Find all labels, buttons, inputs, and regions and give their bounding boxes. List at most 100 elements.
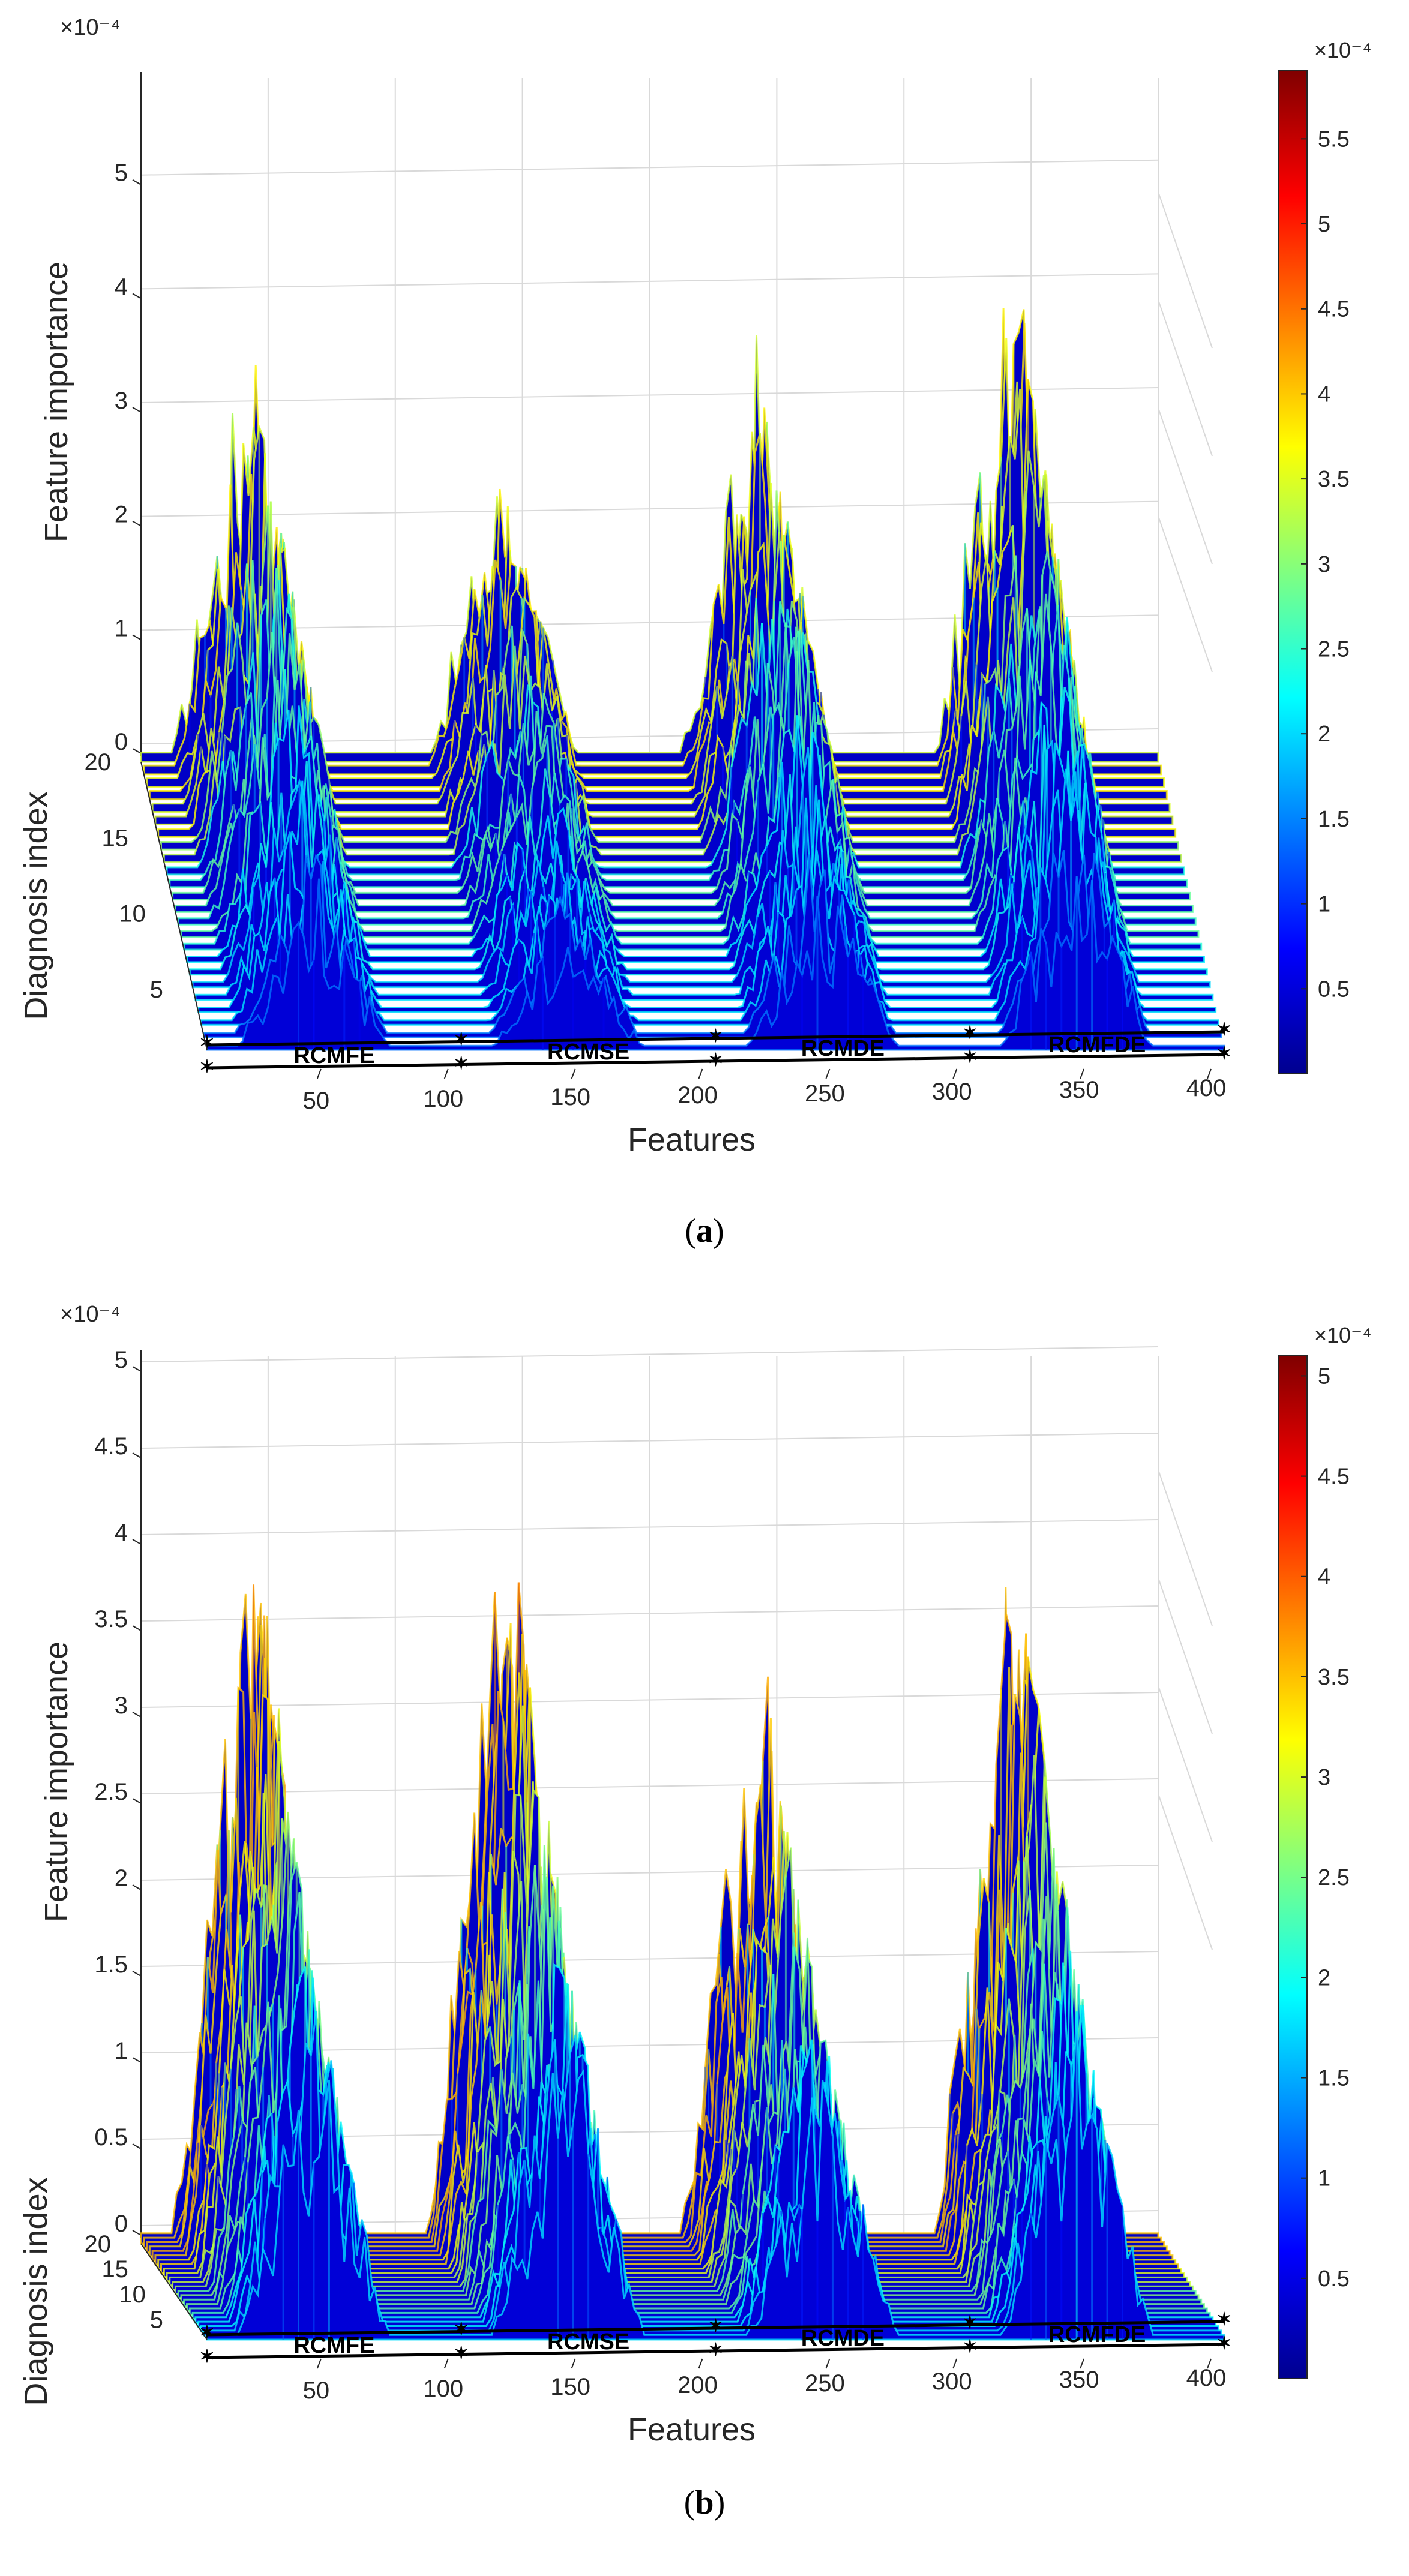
- group-label: RCMSE: [547, 1040, 629, 1065]
- colorbar-tick-label: 2.5: [1318, 637, 1350, 662]
- z-tick: [132, 1798, 142, 1804]
- group-label: RCMFE: [293, 2333, 374, 2358]
- x-tick: [571, 2358, 576, 2369]
- y-tick-label: 5: [150, 977, 163, 1003]
- z-tick: [132, 634, 142, 641]
- z-tick-label: 4.5: [94, 1433, 128, 1460]
- x-tick-label: 150: [550, 2374, 590, 2400]
- z-tick-label: 1: [115, 2038, 128, 2064]
- surface: [140, 308, 1225, 1051]
- colorbar-tick-label: 3.5: [1318, 467, 1350, 492]
- panel-caption: (a): [685, 1212, 724, 1250]
- group-marker: ✶: [199, 2347, 214, 2367]
- z-tick-label: 0: [115, 729, 128, 755]
- colorbar-tick-label: 0.5: [1318, 977, 1350, 1002]
- y-tick-label: 15: [101, 2256, 128, 2283]
- x-axis-label: Features: [628, 2412, 756, 2448]
- z-exponent-label: ×10⁻⁴: [60, 1302, 121, 1327]
- z-tick-label: 3.5: [94, 1606, 128, 1632]
- z-tick-label: 5: [115, 1347, 128, 1373]
- x-tick-label: 100: [423, 2376, 463, 2402]
- y-tick-label: 20: [85, 2231, 112, 2257]
- grid-line-side: [1158, 1685, 1213, 1842]
- surface: [140, 1582, 1225, 2341]
- grid-line-side: [1158, 407, 1213, 565]
- x-tick: [1080, 2358, 1085, 2369]
- group-bar-top: [206, 1030, 1225, 1047]
- z-axis-label: Feature importance: [38, 262, 74, 542]
- colorbar-tick-label: 0.5: [1318, 2266, 1350, 2292]
- group-marker: ✶: [708, 1050, 723, 1070]
- group-marker: ✶: [708, 1026, 723, 1046]
- colorbar-tick-label: 1.5: [1318, 2066, 1350, 2091]
- x-tick: [316, 1068, 322, 1079]
- caption-close-paren: ): [714, 2484, 726, 2521]
- colorbar-tick-label: 4: [1318, 382, 1330, 407]
- x-axis-label: Features: [628, 1122, 756, 1158]
- grid-line-horizontal: [140, 500, 1159, 517]
- colorbar-tick-label: 3.5: [1318, 1665, 1350, 1690]
- group-marker: ✶: [454, 1030, 469, 1050]
- group-marker: ✶: [1216, 2334, 1231, 2353]
- x-tick: [1207, 2358, 1212, 2369]
- z-tick: [132, 520, 142, 527]
- z-tick-label: 2: [115, 502, 128, 528]
- group-bar-top: [206, 2320, 1225, 2337]
- colorbar-tick-label: 2.5: [1318, 1865, 1350, 1890]
- z-exponent-label: ×10⁻⁴: [60, 15, 121, 40]
- z-tick-label: 1: [115, 615, 128, 641]
- y-axis-label: Diagnosis index: [18, 791, 54, 1020]
- grid: [140, 78, 1213, 756]
- colorbar: [1278, 70, 1308, 1074]
- group-label: RCMFDE: [1048, 2322, 1146, 2347]
- caption-open-paren: (: [685, 1212, 696, 1250]
- group-label: RCMDE: [801, 1036, 885, 1061]
- grid-line-horizontal: [140, 1433, 1159, 1449]
- grid-line-horizontal: [140, 273, 1159, 290]
- x-tick: [1080, 1068, 1085, 1079]
- z-tick: [132, 2230, 142, 2236]
- group-marker: ✶: [454, 2320, 469, 2340]
- z-tick-label: 2: [115, 1865, 128, 1892]
- x-tick: [825, 2358, 831, 2369]
- grid-line-horizontal: [140, 1346, 1159, 1362]
- z-tick: [132, 179, 142, 185]
- grid-line-horizontal: [140, 1778, 1159, 1794]
- z-tick-label: 3: [115, 388, 128, 414]
- colorbar-tick-label: 4.5: [1318, 297, 1350, 322]
- grid-line-side: [1158, 299, 1213, 457]
- colorbar-tick-label: 5: [1318, 1364, 1330, 1389]
- group-marker: ✶: [1216, 2310, 1231, 2329]
- x-tick: [571, 1068, 576, 1079]
- z-tick-label: 0.5: [94, 2124, 128, 2151]
- x-tick: [698, 1068, 703, 1079]
- panel-caption: (b): [684, 2484, 725, 2521]
- colorbar-tick-label: 1: [1318, 892, 1330, 917]
- z-tick-label: 1.5: [94, 1951, 128, 1978]
- group-marker: ✶: [1216, 1044, 1231, 1064]
- y-axis-line: [140, 2243, 208, 2340]
- group-label: RCMSE: [547, 2329, 629, 2355]
- x-tick-label: 350: [1059, 2367, 1099, 2393]
- grid-line-side: [1158, 515, 1213, 672]
- x-tick-label: 300: [932, 1079, 972, 1105]
- x-tick: [1207, 1068, 1212, 1079]
- z-tick: [132, 1884, 142, 1890]
- z-axis-label: Feature importance: [38, 1641, 74, 1922]
- group-marker: ✶: [963, 1047, 978, 1067]
- x-tick-label: 100: [423, 1086, 463, 1112]
- group-marker: ✶: [963, 2337, 978, 2357]
- group-marker: ✶: [963, 2313, 978, 2333]
- group-marker: ✶: [454, 2344, 469, 2364]
- x-tick-label: 350: [1059, 1077, 1099, 1103]
- grid-line-side: [1158, 1793, 1213, 1950]
- group-marker: ✶: [708, 2340, 723, 2360]
- z-tick: [132, 1366, 142, 1372]
- z-tick-label: 4: [115, 1520, 128, 1546]
- z-tick: [132, 407, 142, 413]
- colorbar-exponent-label: ×10⁻⁴: [1314, 1323, 1372, 1347]
- colorbar-tick-label: 4.5: [1318, 1464, 1350, 1490]
- x-tick-label: 250: [805, 1080, 845, 1107]
- x-tick: [443, 2358, 449, 2369]
